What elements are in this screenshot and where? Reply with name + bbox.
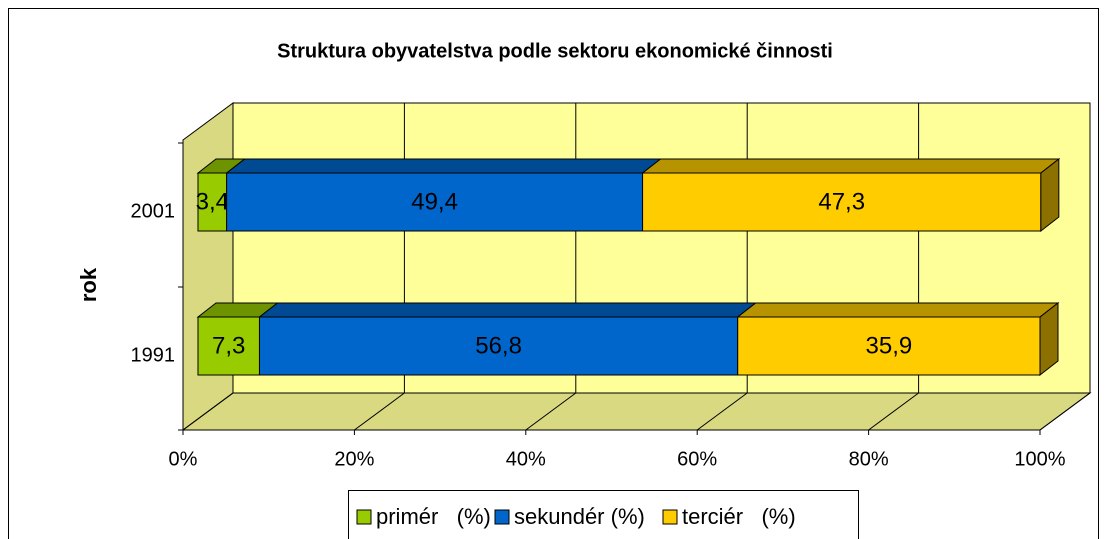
legend-box bbox=[348, 490, 859, 539]
floor-line bbox=[182, 392, 234, 431]
y-tick-label: 2001 bbox=[131, 200, 176, 222]
x-tick-label: 20% bbox=[334, 448, 374, 470]
value-label: 35,9 bbox=[866, 332, 913, 359]
bar-side bbox=[1040, 157, 1060, 233]
floor bbox=[181, 392, 1092, 431]
floor-line bbox=[868, 392, 919, 431]
chart-title: Struktura obyvatelstva podle sektoru eko… bbox=[277, 40, 833, 62]
floor-line bbox=[354, 392, 405, 431]
bar bbox=[197, 172, 228, 232]
bar-top bbox=[225, 158, 663, 174]
legend-label: terciér (%) bbox=[682, 504, 796, 529]
value-label: 47,3 bbox=[818, 188, 865, 215]
bar-top bbox=[736, 302, 1060, 318]
bar bbox=[737, 316, 1041, 376]
legend-swatch bbox=[662, 509, 678, 525]
bar-top bbox=[641, 158, 1061, 174]
floor-line bbox=[696, 392, 748, 431]
legend-swatch bbox=[494, 509, 510, 525]
side-wall bbox=[182, 102, 234, 431]
y-axis-label: rok bbox=[76, 267, 101, 302]
y-tick-label: 1991 bbox=[131, 344, 176, 366]
value-label: 7,3 bbox=[212, 332, 245, 359]
x-tick-label: 40% bbox=[506, 448, 546, 470]
value-label: 3,4 bbox=[196, 188, 229, 215]
bar bbox=[226, 172, 644, 232]
value-label: 49,4 bbox=[411, 188, 458, 215]
bar bbox=[642, 172, 1042, 232]
value-label: 56,8 bbox=[475, 332, 522, 359]
x-tick-label: 100% bbox=[1014, 448, 1065, 470]
legend-swatch bbox=[356, 509, 372, 525]
floor-line bbox=[1039, 392, 1091, 431]
legend-label: sekundér (%) bbox=[514, 504, 645, 529]
x-tick-label: 80% bbox=[849, 448, 889, 470]
bar-side bbox=[1039, 301, 1059, 377]
x-tick-label: 0% bbox=[169, 448, 198, 470]
x-tick-label: 60% bbox=[677, 448, 717, 470]
legend-label: primér (%) bbox=[376, 504, 491, 529]
bar-top bbox=[258, 302, 758, 318]
bar bbox=[258, 316, 739, 376]
bar bbox=[197, 316, 260, 376]
floor-line bbox=[525, 392, 577, 431]
